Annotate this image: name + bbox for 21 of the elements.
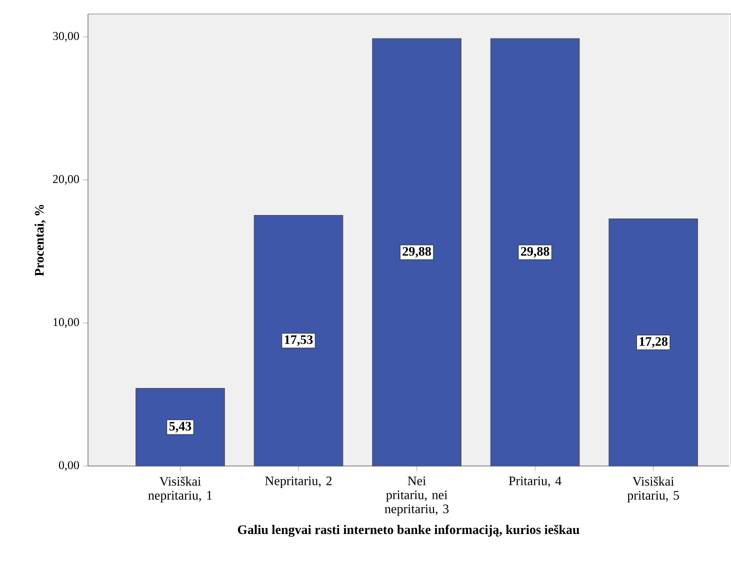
x-tick-label: Pritariu, 4 (508, 476, 562, 488)
data-label: 29,88 (402, 246, 431, 258)
bar (372, 38, 462, 466)
bar (490, 38, 580, 466)
y-tick-label: 0,00 (58, 461, 80, 471)
x-tick-label: Nei pritariu, nei nepritariu, 3 (384, 476, 449, 516)
y-tick-label: 20,00 (53, 175, 80, 185)
bar (136, 388, 225, 466)
bar (608, 218, 698, 466)
x-tick-label: Visiškai pritariu, 5 (627, 476, 679, 502)
y-axis-title: Procentai, % (34, 204, 46, 276)
data-label: 17,28 (640, 337, 668, 348)
bar (254, 214, 344, 466)
data-label: 29,88 (520, 246, 550, 258)
x-tick-label: Nepritariu, 2 (265, 476, 332, 488)
data-label: 5,43 (169, 422, 192, 432)
y-tick-label: 30,00 (53, 32, 80, 42)
y-tick-label: 10,00 (54, 318, 80, 328)
x-axis-title: Galiu lengvai rasti interneto banke informaciją, kurios ieškau (238, 524, 580, 537)
x-tick-label: Visiškai nepritariu, 1 (148, 476, 212, 502)
data-label: 17,53 (284, 335, 313, 346)
